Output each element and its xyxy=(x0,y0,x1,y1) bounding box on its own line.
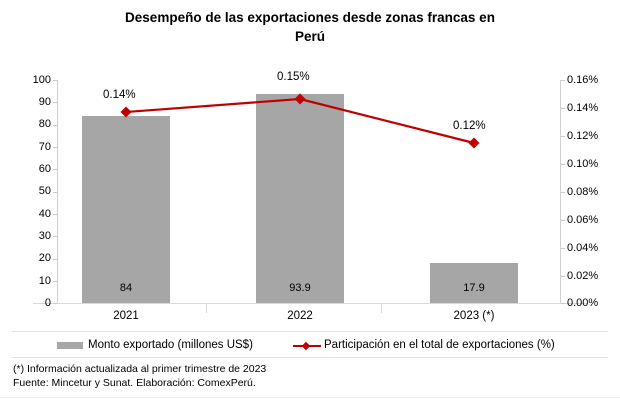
category-separator xyxy=(381,304,382,313)
right-axis-tick-016: 0.16% xyxy=(567,74,599,86)
left-axis-tick-40: 40 xyxy=(38,208,51,220)
left-tick-mark xyxy=(53,125,57,126)
category-label-2021: 2021 xyxy=(113,310,139,322)
left-axis-tick-90: 90 xyxy=(38,96,51,108)
category-label-2023: 2023 (*) xyxy=(453,310,495,322)
category-label-2022: 2022 xyxy=(287,310,313,322)
bottom-rule xyxy=(0,397,620,398)
left-axis-labels: 100 90 80 70 60 50 40 30 20 10 0 xyxy=(5,0,51,400)
left-tick-mark xyxy=(53,192,57,193)
right-axis-tick-010: 0.10% xyxy=(567,158,599,170)
left-axis-tick-30: 30 xyxy=(38,230,51,242)
right-tick-mark xyxy=(561,220,565,221)
right-tick-mark xyxy=(561,276,565,277)
left-tick-mark xyxy=(53,147,57,148)
left-axis-tick-100: 100 xyxy=(32,74,51,86)
bar-2023[interactable] xyxy=(430,263,518,303)
footnote-asterisk: (*) Información actualizada al primer tr… xyxy=(13,363,267,375)
right-axis-tick-012: 0.12% xyxy=(567,130,599,142)
left-tick-mark xyxy=(53,80,57,81)
point-label-2023: 0.12% xyxy=(453,120,486,132)
point-label-2021: 0.14% xyxy=(103,89,136,101)
left-axis-tick-10: 10 xyxy=(38,275,51,287)
right-axis-labels: 0.16% 0.14% 0.12% 0.10% 0.08% 0.06% 0.04… xyxy=(567,0,617,400)
left-tick-mark xyxy=(53,259,57,260)
left-axis-tick-60: 60 xyxy=(38,163,51,175)
right-axis-tick-008: 0.08% xyxy=(567,186,599,198)
left-tick-mark xyxy=(53,281,57,282)
right-tick-mark xyxy=(561,248,565,249)
bar-value-2022: 93.9 xyxy=(289,282,311,294)
left-tick-mark xyxy=(53,303,57,304)
right-axis-tick-004: 0.04% xyxy=(567,242,599,254)
right-tick-mark xyxy=(561,108,565,109)
right-tick-mark xyxy=(561,164,565,165)
left-tick-mark xyxy=(53,102,57,103)
chart-title-line-2: Perú xyxy=(294,29,325,44)
footnote-source: Fuente: Mincetur y Sunat. Elaboración: C… xyxy=(13,377,256,389)
legend-line-marker-icon xyxy=(293,341,321,350)
legend-bottom-divider xyxy=(12,357,608,358)
legend-item-participacion[interactable]: Participación en el total de exportacion… xyxy=(293,339,555,352)
left-axis-line xyxy=(57,80,58,304)
right-tick-mark xyxy=(561,303,565,304)
left-tick-mark xyxy=(53,214,57,215)
bar-2022[interactable] xyxy=(256,94,344,303)
chart-title: Desempeño de las exportaciones desde zon… xyxy=(60,8,560,46)
point-label-2022: 0.15% xyxy=(277,71,310,83)
left-axis-tick-70: 70 xyxy=(38,141,51,153)
chart-legend: Monto exportado (millones US$) Participa… xyxy=(0,337,620,355)
right-tick-mark xyxy=(561,80,565,81)
bar-2021[interactable] xyxy=(82,116,170,303)
legend-item-monto-exportado-label: Monto exportado (millones US$) xyxy=(88,339,253,351)
bar-value-2023: 17.9 xyxy=(463,282,485,294)
right-axis-line xyxy=(560,80,561,304)
left-axis-tick-0: 0 xyxy=(44,297,51,309)
right-axis-tick-014: 0.14% xyxy=(567,102,599,114)
category-axis-line xyxy=(33,303,587,304)
right-axis-tick-000: 0.00% xyxy=(567,297,599,309)
legend-item-participacion-label: Participación en el total de exportacion… xyxy=(324,339,555,351)
legend-bar-swatch-icon xyxy=(57,342,83,349)
legend-top-divider xyxy=(12,331,608,332)
left-axis-tick-20: 20 xyxy=(38,252,51,264)
right-axis-tick-002: 0.02% xyxy=(567,270,599,282)
category-separator xyxy=(206,304,207,313)
left-tick-mark xyxy=(53,169,57,170)
right-tick-mark xyxy=(561,136,565,137)
right-tick-mark xyxy=(561,192,565,193)
bar-value-2021: 84 xyxy=(119,282,133,294)
left-tick-mark xyxy=(53,236,57,237)
legend-item-monto-exportado[interactable]: Monto exportado (millones US$) xyxy=(57,339,253,352)
left-axis-tick-80: 80 xyxy=(38,118,51,130)
chart-title-line-1: Desempeño de las exportaciones desde zon… xyxy=(125,10,495,25)
left-axis-tick-50: 50 xyxy=(38,185,51,197)
right-axis-tick-006: 0.06% xyxy=(567,214,599,226)
legend-diamond-marker-icon xyxy=(301,341,311,350)
chart-footnotes: (*) Información actualizada al primer tr… xyxy=(13,362,266,390)
